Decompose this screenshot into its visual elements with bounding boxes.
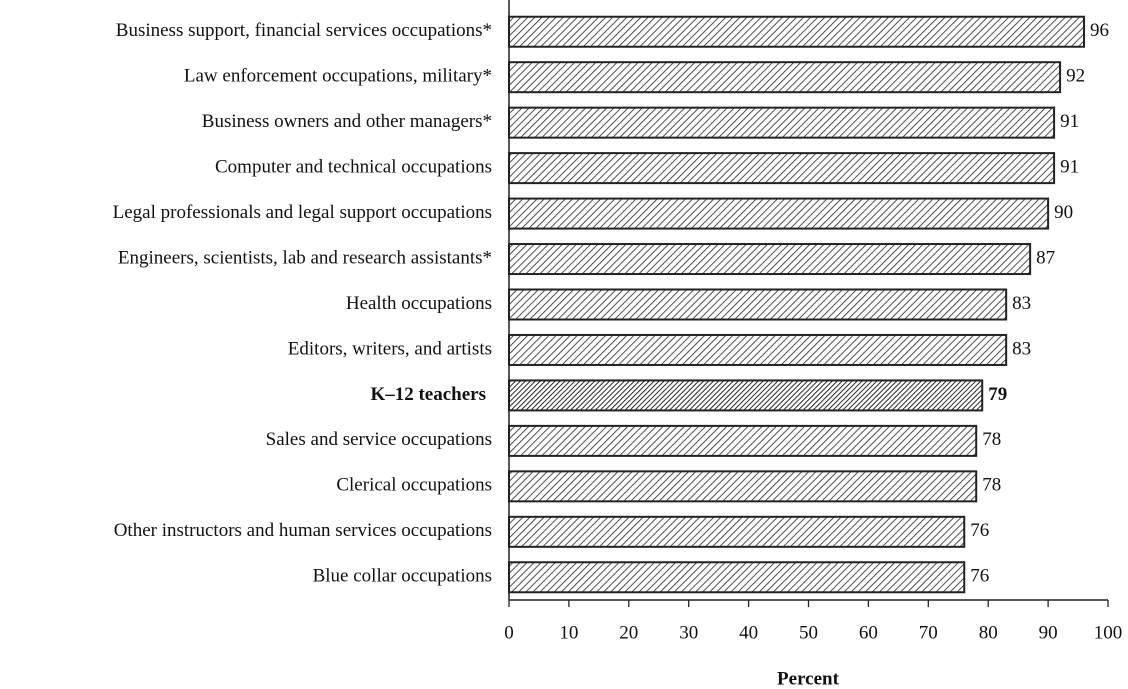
bar [508,561,966,594]
value-label: 83 [1012,293,1031,314]
bar [508,152,1056,185]
bar [508,424,978,457]
category-label: Legal professionals and legal support oc… [113,202,492,223]
category-label: Sales and service occupations [266,429,492,450]
bar [508,288,1008,321]
bar [508,15,1086,48]
value-label: 90 [1054,202,1073,223]
category-label: Editors, writers, and artists [288,338,492,359]
x-tick-label: 90 [1039,622,1058,643]
category-label: Business support, financial services occ… [116,20,492,41]
bar [508,515,966,548]
x-tick-label: 100 [1094,622,1123,643]
category-label: Health occupations [346,293,492,314]
bar [508,333,1008,366]
value-label: 78 [982,429,1001,450]
x-tick-label: 60 [859,622,878,643]
x-axis-label: Percent [777,668,840,689]
category-label: Blue collar occupations [313,566,492,587]
bar [508,379,984,412]
x-tick-label: 30 [679,622,698,643]
value-label: 78 [982,475,1001,496]
x-tick-label: 50 [799,622,818,643]
x-tick-label: 40 [739,622,758,643]
x-tick-label: 0 [504,622,514,643]
category-label: Computer and technical occupations [215,156,492,177]
value-label: 79 [988,384,1007,405]
value-label: 96 [1090,20,1109,41]
category-label: Engineers, scientists, lab and research … [118,247,492,268]
bar [508,61,1062,94]
category-label: Law enforcement occupations, military* [184,66,492,87]
bar [508,106,1056,139]
bar [508,470,978,503]
bar [508,243,1032,276]
category-label: Business owners and other managers* [202,111,492,132]
category-label: Clerical occupations [336,475,492,496]
x-tick-label: 20 [619,622,638,643]
value-label: 91 [1060,156,1079,177]
value-label: 83 [1012,338,1031,359]
x-tick-label: 10 [559,622,578,643]
category-label: Other instructors and human services occ… [114,520,492,541]
x-tick-label: 80 [979,622,998,643]
value-label: 76 [970,520,989,541]
value-label: 87 [1036,247,1055,268]
bar [508,197,1050,230]
value-label: 92 [1066,66,1085,87]
value-label: 76 [970,566,989,587]
x-tick-label: 70 [919,622,938,643]
value-label: 91 [1060,111,1079,132]
category-label: K–12 teachers [370,384,486,405]
